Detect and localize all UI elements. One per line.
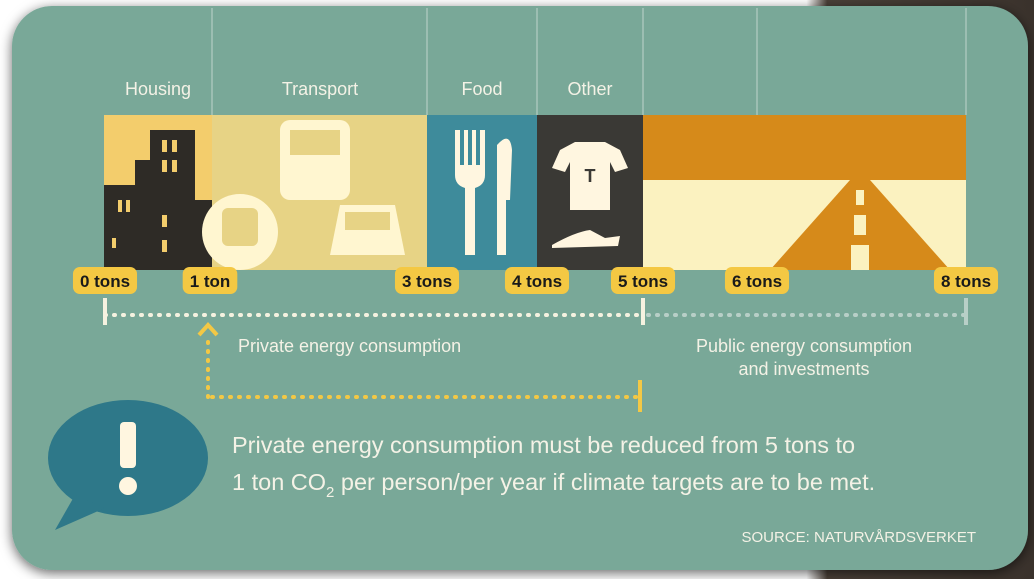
- category-label: Transport: [282, 79, 358, 99]
- shirt-letter: T: [585, 166, 596, 186]
- category-label: Food: [461, 79, 502, 99]
- scale-label: 3 tons: [402, 272, 452, 291]
- category-label: Housing: [125, 79, 191, 99]
- infographic: Housing Transport Food Other T: [0, 0, 1034, 579]
- message: Private energy consumption must be reduc…: [232, 432, 855, 458]
- public-segment: [643, 115, 966, 270]
- private-label: Private energy consumption: [238, 336, 461, 356]
- public-label: Public energy consumption: [696, 336, 912, 356]
- message-part: 1 ton CO: [232, 469, 326, 495]
- scale-label: 0 tons: [80, 272, 130, 291]
- public-label: and investments: [738, 359, 869, 379]
- source: SOURCE: NATURVÅRDSVERKET: [742, 529, 977, 546]
- transport-segment: [202, 115, 427, 270]
- scale-label: 6 tons: [732, 272, 782, 291]
- scale-label: 5 tons: [618, 272, 668, 291]
- scale-label: 4 tons: [512, 272, 562, 291]
- other-segment: T: [537, 115, 643, 270]
- housing-segment: [104, 115, 212, 270]
- category-label: Other: [567, 79, 612, 99]
- message-sub: 2: [326, 484, 334, 501]
- scale-label: 8 tons: [941, 272, 991, 291]
- scale-label: 1 ton: [190, 272, 231, 291]
- message-part: per person/per year if climate targets a…: [334, 469, 875, 495]
- food-segment: [427, 115, 537, 270]
- page: Housing Transport Food Other T: [0, 0, 1034, 579]
